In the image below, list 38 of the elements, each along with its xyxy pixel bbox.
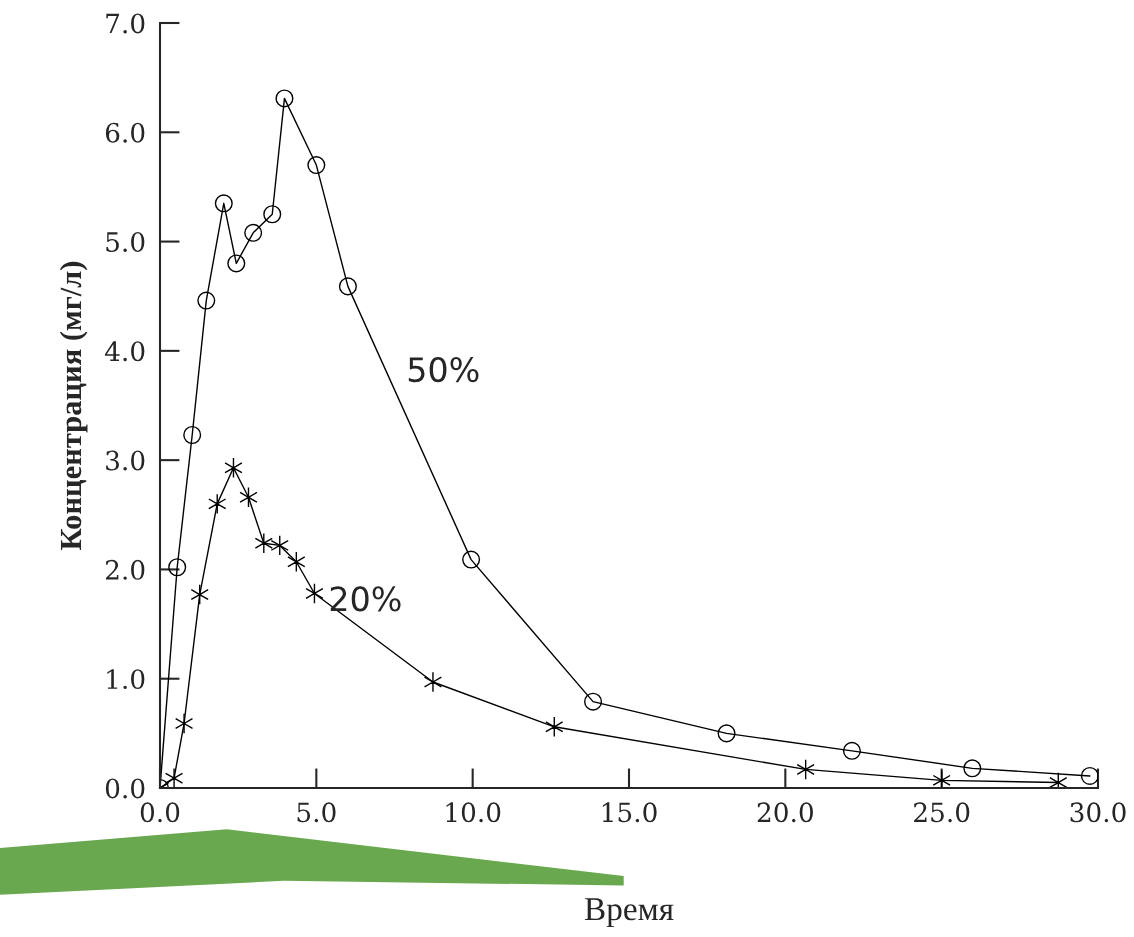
point [584, 692, 603, 711]
series-label: 50% [408, 356, 479, 383]
x-tick-label: 10.0 [446, 802, 501, 823]
point [164, 767, 184, 788]
y-tick-label: 1.0 [107, 669, 145, 690]
point [462, 550, 481, 569]
y-tick-label: 2.0 [105, 559, 145, 580]
point [275, 89, 294, 108]
point [168, 558, 187, 577]
point [842, 741, 861, 760]
point [244, 223, 263, 242]
x-tick-label: 30.0 [1070, 802, 1126, 823]
x-axis-title: Время [584, 898, 674, 928]
series-label: 20% [330, 586, 401, 612]
point [423, 671, 443, 693]
x-tick-label: 20.0 [757, 802, 813, 823]
x-tick-label: 0.0 [140, 802, 180, 823]
point [174, 713, 194, 734]
x-tick-label: 25.0 [914, 802, 970, 823]
y-tick-label: 4.0 [104, 341, 145, 362]
x-tick-label: 15.0 [602, 802, 657, 823]
point [338, 277, 357, 296]
y-axis-title: Концентрация (мг/л) [59, 261, 88, 550]
point [932, 769, 951, 788]
point [717, 724, 736, 743]
y-tick-label: 3.0 [106, 450, 145, 471]
y-tick-label: 7.0 [106, 13, 145, 34]
point [963, 759, 982, 778]
y-tick-label: 6.0 [105, 122, 145, 143]
point [227, 254, 246, 273]
point [197, 291, 216, 310]
point [214, 194, 233, 213]
y-tick-label: 5.0 [106, 232, 145, 252]
y-tick-label: 0.0 [105, 778, 145, 799]
point [263, 205, 282, 224]
point [307, 156, 326, 175]
point [183, 425, 202, 445]
x-tick-label: 5.0 [297, 802, 336, 823]
